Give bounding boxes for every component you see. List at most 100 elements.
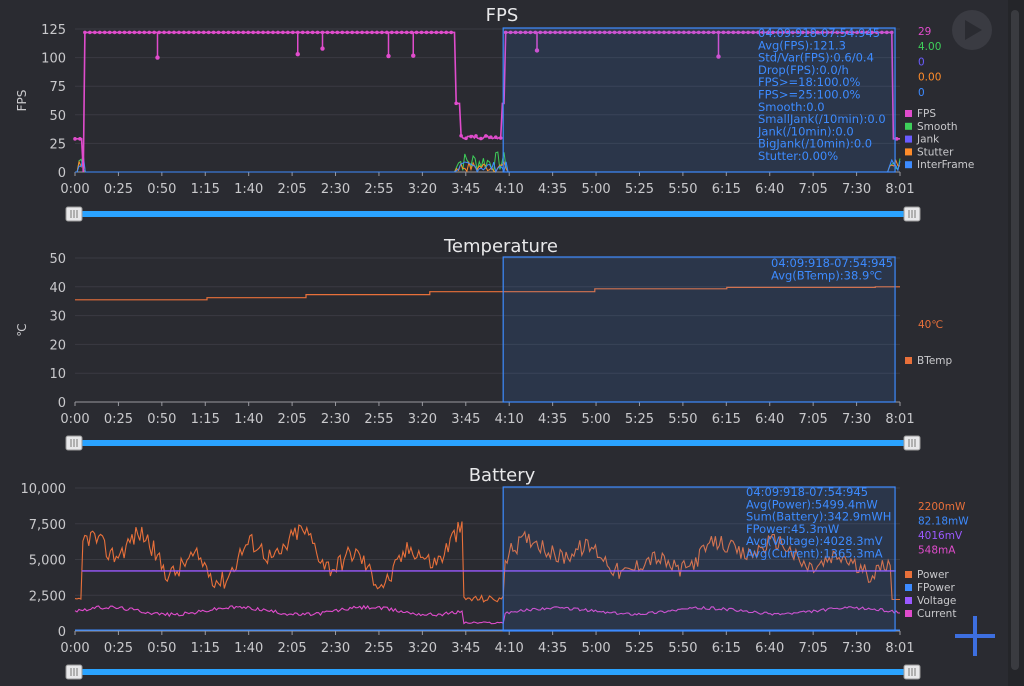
fps-stat-line: Stutter:0.00% — [758, 149, 838, 163]
battery-stat-line: FPower:45.3mW — [746, 522, 839, 536]
fps-point — [840, 30, 845, 35]
temperature-xtick: 7:05 — [799, 412, 828, 427]
fps-legend-item: FPS — [917, 108, 936, 120]
fps-point — [781, 30, 785, 35]
fps-time-slider-left-handle[interactable] — [65, 206, 83, 222]
temperature-ytick: 10 — [49, 367, 66, 382]
temperature-ylabel: ℃ — [15, 323, 29, 336]
battery-legend-item: Power — [917, 569, 949, 581]
battery-legend-swatch — [905, 610, 912, 617]
fps-xtick: 0:50 — [147, 182, 176, 197]
fps-point — [206, 30, 211, 35]
battery-time-slider-track[interactable] — [80, 669, 910, 675]
battery-xtick: 2:05 — [278, 641, 307, 656]
play-button[interactable] — [952, 10, 992, 50]
add-button[interactable] — [955, 616, 995, 656]
fps-stat-line: Drop(FPS):0.0/h — [758, 63, 849, 77]
fps-point — [558, 30, 562, 35]
fps-point — [563, 30, 567, 35]
temperature-xtick: 5:00 — [581, 412, 610, 427]
fps-point — [756, 30, 760, 35]
scrollbar-thumb[interactable] — [1011, 10, 1019, 670]
fps-point — [553, 30, 557, 35]
battery-xtick: 6:40 — [755, 641, 784, 656]
battery-xtick: 3:20 — [408, 641, 437, 656]
fps-drop-point — [716, 54, 721, 59]
fps-point — [771, 30, 775, 35]
temperature-selection-region[interactable] — [502, 256, 896, 403]
battery-time-slider-left-handle[interactable] — [65, 664, 83, 680]
battery-xtick: 1:40 — [234, 641, 263, 656]
fps-point — [335, 30, 340, 35]
fps-point — [691, 30, 696, 35]
fps-xtick: 6:40 — [755, 182, 784, 197]
fps-point — [790, 30, 795, 35]
fps-xtick: 5:50 — [668, 182, 697, 197]
fps-point — [647, 30, 651, 35]
fps-point — [300, 30, 305, 35]
fps-legend-item: Jank — [916, 134, 940, 146]
fps-point — [345, 30, 350, 35]
fps-point — [518, 30, 523, 35]
fps-point — [687, 30, 691, 35]
fps-point — [889, 30, 894, 35]
battery-legend-item: Current — [917, 608, 956, 620]
temperature-xtick: 4:10 — [495, 412, 524, 427]
fps-legend-item: Smooth — [917, 121, 958, 133]
fps-point — [880, 30, 884, 35]
fps-point — [172, 30, 176, 35]
temperature-time-slider-track[interactable] — [80, 440, 910, 446]
battery-ytick: 10,000 — [21, 482, 67, 497]
fps-time-slider-right-handle[interactable] — [903, 206, 921, 222]
fps-xtick: 8:01 — [885, 182, 914, 197]
fps-point — [607, 30, 612, 35]
fps-point — [885, 30, 889, 35]
fps-point — [568, 30, 572, 35]
fps-point — [102, 30, 107, 35]
fps-point — [578, 30, 582, 35]
fps-point — [122, 30, 127, 35]
fps-time-slider-track[interactable] — [80, 211, 910, 217]
battery-ytick: 5,000 — [29, 554, 66, 569]
temperature-xtick: 5:50 — [668, 412, 697, 427]
fps-stat-line: Smooth:0.0 — [758, 100, 825, 114]
fps-drop-point — [155, 55, 160, 60]
fps-selection-region[interactable] — [502, 27, 896, 173]
fps-xtick: 1:40 — [234, 182, 263, 197]
battery-ytick: 7,500 — [29, 518, 66, 533]
fps-point — [380, 30, 384, 35]
fps-point — [503, 30, 508, 35]
temperature-time-slider-left-handle[interactable] — [65, 435, 83, 451]
fps-ytick: 100 — [41, 52, 66, 67]
fps-point — [424, 30, 429, 35]
fps-point — [201, 30, 206, 35]
fps-point — [350, 30, 355, 35]
fps-point — [315, 30, 320, 35]
fps-stat-line: FPS>=18:100.0% — [758, 75, 861, 89]
fps-point — [875, 30, 879, 35]
battery-legend-swatch — [905, 571, 912, 578]
fps-point — [142, 30, 147, 35]
fps-ytick: 75 — [49, 80, 66, 95]
fps-xtick: 2:55 — [364, 182, 393, 197]
battery-time-slider-right-handle[interactable] — [903, 664, 921, 680]
temperature-legend-item: BTemp — [917, 355, 953, 367]
battery-xtick: 4:35 — [538, 641, 567, 656]
battery-xtick: 0:00 — [60, 641, 89, 656]
fps-point — [162, 30, 166, 35]
fps-xtick: 3:45 — [451, 182, 480, 197]
fps-point — [340, 30, 345, 35]
fps-point — [419, 30, 424, 35]
fps-point — [597, 30, 602, 35]
temperature-xtick: 3:45 — [451, 412, 480, 427]
play-icon — [965, 20, 982, 40]
battery-xtick: 5:25 — [625, 641, 654, 656]
fps-point — [786, 30, 790, 35]
temperature-time-slider-right-handle[interactable] — [903, 435, 921, 451]
battery-current-value: 2200mW — [918, 501, 966, 513]
fps-point — [286, 30, 290, 35]
fps-point — [404, 30, 409, 35]
fps-xtick: 1:15 — [191, 182, 220, 197]
battery-selection-region[interactable] — [502, 486, 896, 632]
battery-stat-line: Sum(Battery):342.9mWH — [746, 510, 891, 524]
